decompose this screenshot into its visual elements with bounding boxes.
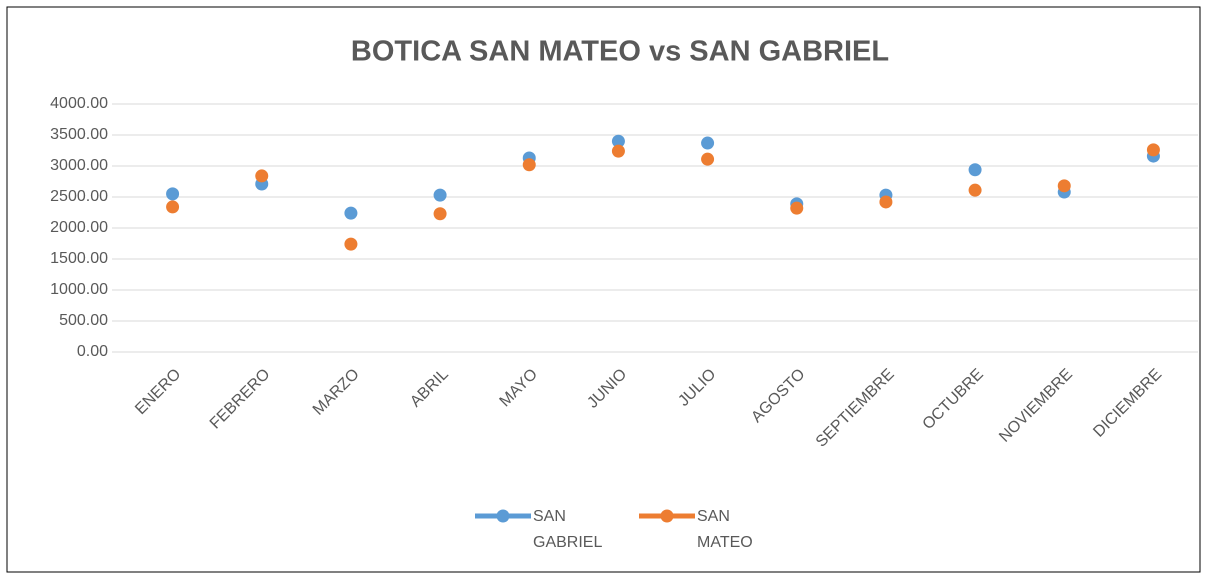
y-tick-label: 1000.00 xyxy=(50,281,108,298)
data-point xyxy=(611,134,625,148)
data-point xyxy=(611,144,625,158)
data-point xyxy=(433,207,447,221)
y-tick-label: 500.00 xyxy=(59,312,108,329)
y-tick-label: 0.00 xyxy=(77,343,108,360)
data-point xyxy=(166,187,180,201)
legend-swatch xyxy=(475,509,531,523)
data-point xyxy=(968,163,982,177)
data-point xyxy=(166,200,180,214)
y-tick-label: 2500.00 xyxy=(50,188,108,205)
data-point xyxy=(433,188,447,202)
y-tick-label: 3000.00 xyxy=(50,157,108,174)
y-tick-label: 1500.00 xyxy=(50,250,108,267)
legend-swatch xyxy=(639,509,695,523)
data-point xyxy=(968,183,982,197)
legend-marker xyxy=(496,509,510,523)
legend-item: SAN MATEO xyxy=(637,504,769,556)
data-point xyxy=(879,195,893,209)
legend-label: SAN MATEO xyxy=(697,508,753,551)
data-point xyxy=(701,136,715,150)
data-point xyxy=(790,201,804,215)
data-point xyxy=(1146,143,1160,157)
legend-label: SAN GABRIEL xyxy=(533,508,603,551)
data-point xyxy=(255,169,269,183)
legend-item: SAN GABRIEL xyxy=(473,504,605,556)
data-point xyxy=(344,206,358,220)
y-tick-label: 4000.00 xyxy=(50,95,108,112)
y-tick-label: 2000.00 xyxy=(50,219,108,236)
data-point xyxy=(1057,179,1071,193)
chart-title: BOTICA SAN MATEO vs SAN GABRIEL xyxy=(351,36,889,68)
data-point xyxy=(701,152,715,166)
data-point xyxy=(522,158,536,172)
y-tick-label: 3500.00 xyxy=(50,126,108,143)
data-point xyxy=(344,237,358,251)
legend-marker xyxy=(660,509,674,523)
